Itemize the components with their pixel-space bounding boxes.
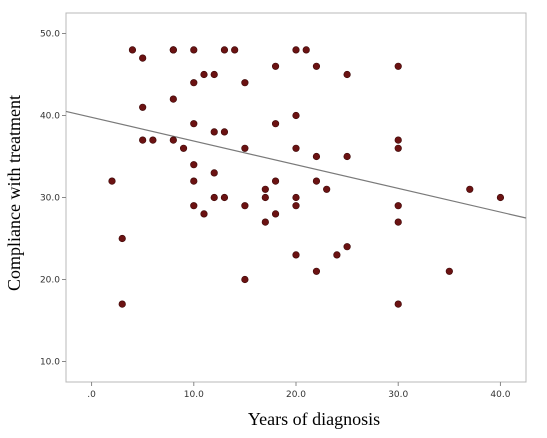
fit-line-layer bbox=[65, 110, 527, 219]
data-point bbox=[139, 103, 147, 111]
data-point bbox=[210, 193, 218, 202]
y-tick-label: 50.0 bbox=[40, 30, 60, 40]
data-point bbox=[343, 70, 351, 79]
y-axis-title: Compliance with treatment bbox=[4, 95, 24, 291]
data-point bbox=[292, 144, 300, 152]
data-point bbox=[139, 54, 147, 62]
data-point bbox=[271, 120, 280, 128]
x-tick-label: 30.0 bbox=[388, 390, 408, 400]
y-tick-label: 40.0 bbox=[40, 112, 60, 122]
data-point bbox=[312, 267, 321, 275]
y-tick-label: 20.0 bbox=[40, 276, 60, 286]
data-point bbox=[118, 234, 126, 243]
data-point bbox=[302, 46, 310, 54]
data-point bbox=[445, 267, 453, 275]
data-point bbox=[292, 111, 300, 120]
data-point bbox=[190, 79, 198, 87]
data-point bbox=[210, 70, 218, 79]
data-point bbox=[292, 202, 300, 210]
x-tick-label: 10.0 bbox=[184, 390, 204, 400]
data-point bbox=[312, 62, 321, 70]
data-point bbox=[241, 144, 249, 152]
data-point bbox=[241, 202, 249, 210]
data-point bbox=[261, 218, 269, 226]
data-point bbox=[200, 210, 208, 218]
data-point bbox=[394, 136, 402, 144]
data-point bbox=[271, 62, 280, 70]
data-point bbox=[139, 136, 147, 144]
y-axis-ticks: 10.0 20.0 30.0 40.0 50.0 bbox=[40, 30, 66, 368]
data-point bbox=[323, 185, 331, 193]
x-axis-ticks: .0 10.0 20.0 30.0 40.0 bbox=[87, 382, 511, 400]
data-point bbox=[231, 46, 239, 54]
data-point bbox=[343, 243, 351, 251]
data-point bbox=[394, 62, 402, 70]
data-point bbox=[210, 169, 218, 177]
regression-line bbox=[65, 110, 527, 219]
y-tick-label: 10.0 bbox=[40, 358, 60, 368]
data-point bbox=[496, 193, 505, 202]
data-point bbox=[200, 70, 208, 79]
data-point bbox=[190, 161, 198, 169]
data-point bbox=[169, 46, 177, 54]
data-points bbox=[108, 46, 505, 308]
data-point bbox=[241, 79, 249, 87]
data-point bbox=[220, 128, 229, 136]
data-point bbox=[190, 46, 198, 54]
data-point bbox=[333, 251, 341, 259]
data-point bbox=[292, 193, 300, 202]
data-point bbox=[271, 177, 280, 185]
data-point bbox=[118, 300, 126, 308]
data-point bbox=[292, 251, 300, 259]
data-point bbox=[394, 300, 402, 308]
data-point bbox=[190, 120, 198, 128]
data-point bbox=[179, 144, 188, 152]
data-point bbox=[312, 152, 321, 161]
data-point bbox=[312, 177, 321, 185]
data-point bbox=[149, 136, 157, 144]
x-axis-title: Years of diagnosis bbox=[248, 409, 380, 429]
data-point bbox=[261, 185, 269, 193]
y-tick-label: 30.0 bbox=[40, 194, 60, 204]
x-tick-label: 20.0 bbox=[286, 390, 306, 400]
data-point bbox=[169, 95, 177, 103]
data-point bbox=[394, 202, 402, 210]
x-tick-label: 40.0 bbox=[490, 390, 510, 400]
data-point bbox=[394, 218, 402, 226]
data-point bbox=[271, 210, 280, 218]
data-point bbox=[241, 275, 249, 284]
data-point bbox=[128, 46, 137, 54]
data-point bbox=[220, 46, 229, 54]
data-point bbox=[394, 144, 402, 152]
data-point bbox=[261, 193, 269, 202]
data-point bbox=[220, 193, 229, 202]
data-point bbox=[466, 185, 474, 193]
data-point bbox=[190, 202, 198, 210]
data-point bbox=[343, 152, 351, 161]
data-point bbox=[190, 177, 198, 185]
x-tick-label: .0 bbox=[87, 390, 96, 400]
data-point bbox=[108, 177, 116, 185]
data-point bbox=[292, 46, 300, 54]
data-point bbox=[169, 136, 177, 144]
data-point bbox=[210, 128, 218, 136]
